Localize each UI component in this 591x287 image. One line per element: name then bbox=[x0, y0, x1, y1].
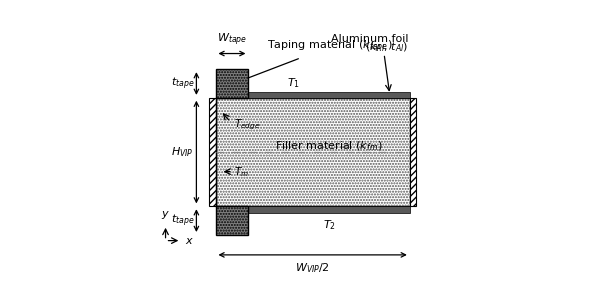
Bar bbox=[216, 69, 248, 98]
Text: $W_{tape}$: $W_{tape}$ bbox=[217, 32, 247, 49]
Text: $W_{VIP}/2$: $W_{VIP}/2$ bbox=[295, 261, 330, 275]
Bar bbox=[216, 206, 248, 235]
Bar bbox=[216, 69, 248, 98]
Bar bbox=[410, 98, 416, 206]
Bar bbox=[216, 98, 410, 206]
Text: $t_{tape}$: $t_{tape}$ bbox=[171, 75, 194, 92]
Text: Filler material ($k_{fm}$): Filler material ($k_{fm}$) bbox=[275, 140, 383, 154]
Text: $y$: $y$ bbox=[161, 210, 170, 222]
Text: Taping material ($k_{tape}$): Taping material ($k_{tape}$) bbox=[238, 38, 392, 83]
Bar bbox=[216, 98, 410, 206]
Text: ($k_{Al}$, $t_{Al}$): ($k_{Al}$, $t_{Al}$) bbox=[365, 40, 408, 54]
Text: $T_{1}$: $T_{1}$ bbox=[287, 77, 300, 90]
Bar bbox=[248, 92, 410, 98]
Bar bbox=[248, 206, 410, 213]
Text: $t_{tape}$: $t_{tape}$ bbox=[171, 212, 194, 229]
Text: Aluminum foil: Aluminum foil bbox=[331, 34, 408, 44]
Text: $T_{edge}$: $T_{edge}$ bbox=[234, 118, 260, 132]
Text: $T_{m}$: $T_{m}$ bbox=[234, 165, 249, 179]
Text: $T_{2}$: $T_{2}$ bbox=[323, 218, 336, 232]
Text: $H_{VIP}$: $H_{VIP}$ bbox=[171, 145, 194, 159]
Bar bbox=[209, 98, 216, 206]
Text: $x$: $x$ bbox=[184, 236, 194, 246]
Bar bbox=[216, 206, 248, 235]
